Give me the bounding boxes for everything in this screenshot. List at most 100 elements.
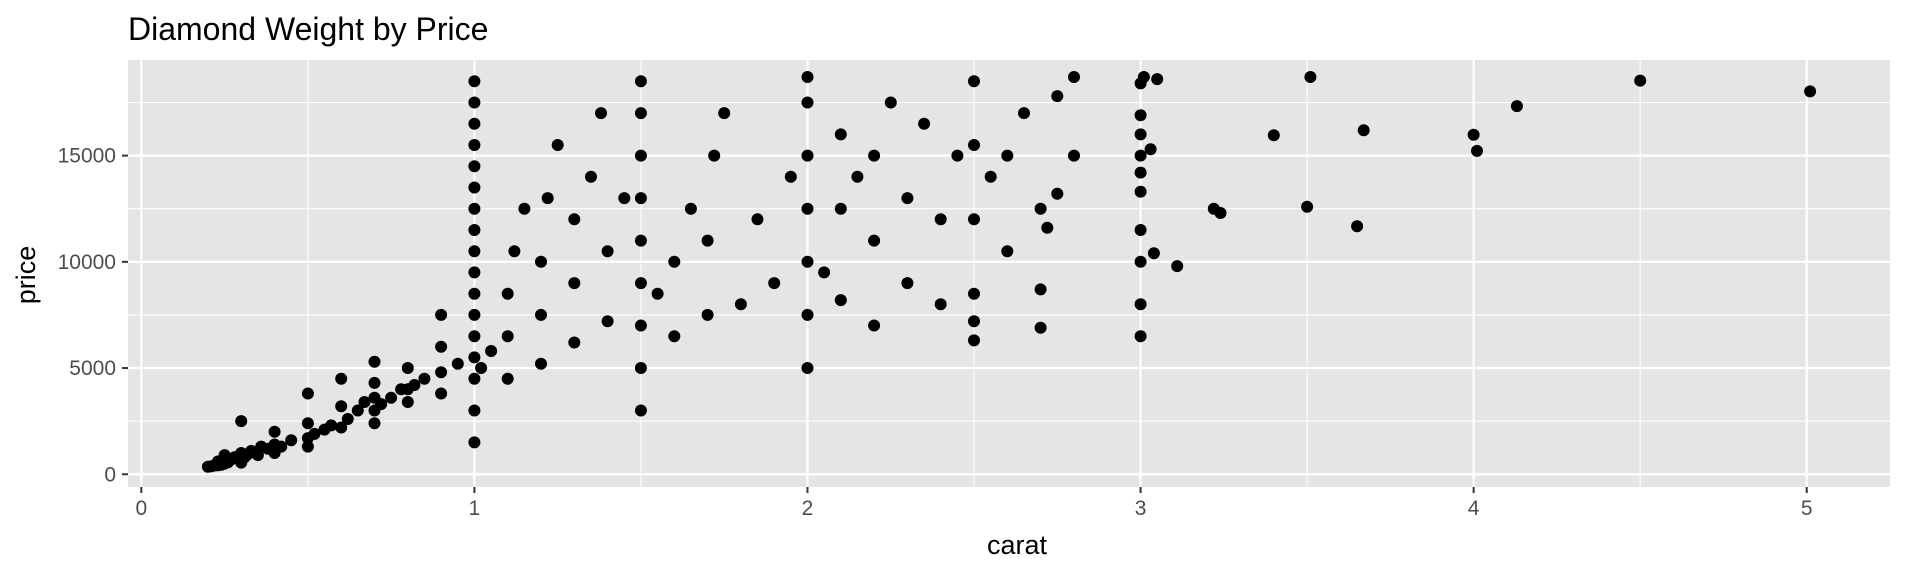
data-point <box>601 245 614 258</box>
data-point <box>1471 144 1483 157</box>
data-point <box>1151 73 1164 86</box>
axes: 0 1 2 3 4 5 0 5000 10000 15000 <box>58 145 1813 520</box>
data-point <box>634 234 647 247</box>
data-point <box>984 170 997 183</box>
data-point <box>1134 149 1147 162</box>
data-point <box>568 277 581 290</box>
data-point <box>668 330 681 343</box>
data-point <box>308 427 321 440</box>
data-point <box>301 387 314 400</box>
data-point <box>268 425 281 438</box>
data-point <box>508 245 521 258</box>
data-point <box>1267 129 1280 142</box>
data-point <box>368 376 381 389</box>
data-point <box>751 213 764 226</box>
data-point <box>884 96 897 109</box>
data-point <box>585 170 597 183</box>
data-point <box>801 96 814 109</box>
grid-lines <box>128 60 1890 487</box>
data-point <box>468 245 481 258</box>
y-tick-label: 15000 <box>58 145 116 168</box>
data-point <box>801 308 814 321</box>
data-point <box>801 149 814 162</box>
data-point <box>468 436 481 449</box>
data-point <box>1001 245 1014 258</box>
data-point <box>801 202 814 215</box>
data-point <box>1304 71 1317 83</box>
data-point <box>851 170 864 183</box>
data-point <box>468 266 481 279</box>
plot-panel <box>128 60 1890 487</box>
data-point <box>1351 220 1364 233</box>
data-point <box>368 417 381 430</box>
data-point <box>634 319 647 332</box>
data-point <box>468 160 481 173</box>
data-point <box>901 192 914 205</box>
data-point <box>451 357 464 370</box>
data-point <box>351 404 364 417</box>
data-point <box>1051 187 1064 200</box>
data-point <box>701 308 714 321</box>
data-point <box>1134 224 1147 236</box>
x-tick-label: 2 <box>802 497 814 520</box>
data-point <box>734 298 747 311</box>
x-tick-label: 1 <box>469 497 481 520</box>
data-point <box>335 421 348 434</box>
data-point <box>634 75 647 88</box>
data-point <box>768 277 781 290</box>
data-point <box>684 202 697 215</box>
data-point <box>535 308 547 321</box>
data-point <box>1134 298 1147 311</box>
data-point <box>868 319 881 332</box>
x-tick-label: 5 <box>1801 497 1813 520</box>
data-point <box>651 287 664 300</box>
data-point <box>375 398 388 411</box>
x-tick-label: 0 <box>135 497 147 520</box>
data-point <box>834 202 847 215</box>
data-point <box>1068 71 1080 83</box>
data-point <box>401 362 414 374</box>
data-point <box>468 287 481 300</box>
data-point <box>801 71 814 83</box>
data-point <box>1034 321 1047 334</box>
data-point <box>1804 85 1817 98</box>
data-point <box>468 139 481 151</box>
data-point <box>335 400 348 413</box>
data-point <box>968 213 980 226</box>
data-point <box>934 298 947 311</box>
data-point <box>335 372 348 385</box>
data-point <box>1134 128 1147 141</box>
data-point <box>1001 149 1014 162</box>
data-point <box>468 202 481 215</box>
data-point <box>235 415 248 428</box>
data-points <box>201 71 1817 473</box>
data-point <box>618 192 631 205</box>
data-point <box>1510 100 1523 113</box>
x-axis-title: carat <box>987 530 1048 560</box>
chart-title: Diamond Weight by Price <box>128 11 488 47</box>
data-point <box>468 404 481 417</box>
data-point <box>834 294 847 307</box>
data-point <box>634 107 647 120</box>
data-point <box>1357 124 1370 137</box>
data-point <box>358 396 371 408</box>
data-point <box>1171 260 1184 273</box>
data-point <box>418 372 431 385</box>
data-point <box>325 419 338 432</box>
data-point <box>1041 221 1054 234</box>
data-point <box>435 308 448 321</box>
data-point <box>1214 207 1227 219</box>
data-point <box>1467 128 1480 141</box>
data-point <box>634 192 647 205</box>
data-point <box>1134 166 1147 179</box>
data-point <box>1301 200 1314 213</box>
data-point <box>718 107 731 120</box>
y-axis-title: price <box>11 246 41 305</box>
data-point <box>634 404 647 417</box>
data-point <box>468 372 481 385</box>
data-point <box>341 413 354 425</box>
data-point <box>918 117 931 130</box>
data-point <box>285 434 298 447</box>
